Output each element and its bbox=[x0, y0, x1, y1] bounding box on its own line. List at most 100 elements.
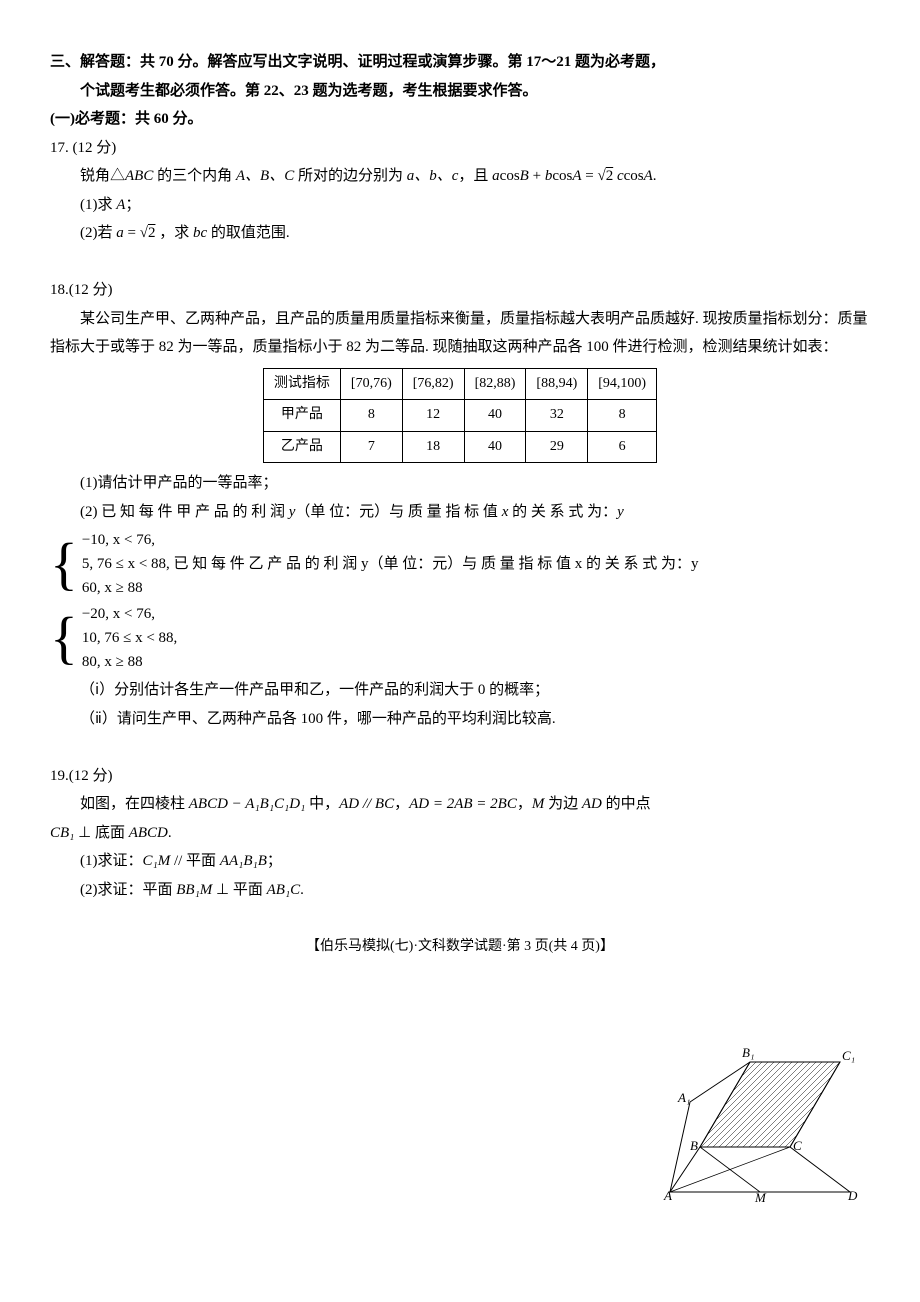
pw-row: 10, 76 ≤ x < 88, bbox=[82, 626, 177, 650]
p18-table: 测试指标 [70,76) [76,82) [82,88) [88,94) [94… bbox=[263, 368, 657, 464]
text: (2)求证：平面 bbox=[80, 882, 176, 898]
label-C: C bbox=[793, 1138, 802, 1153]
table-row: 乙产品 7 18 40 29 6 bbox=[263, 431, 656, 463]
text: // 平面 bbox=[170, 853, 220, 869]
p18-para1: 某公司生产甲、乙两种产品，且产品的质量用质量指标来衡量，质量指标越大表明产品质越… bbox=[50, 305, 870, 362]
text: A bbox=[644, 168, 653, 184]
p19-para: 如图，在四棱柱 ABCD − A₁B₁C₁D₁ 中，AD // BC，AD = … bbox=[50, 790, 870, 819]
table-header: [82,88) bbox=[464, 368, 526, 400]
text: 的中点 bbox=[602, 796, 651, 812]
table-header: [88,94) bbox=[526, 368, 588, 400]
table-row: 甲产品 8 12 40 32 8 bbox=[263, 400, 656, 432]
p18-q1: (1)请估计甲产品的一等品率； bbox=[50, 469, 870, 498]
brace-icon: { bbox=[50, 528, 82, 600]
text: AD // BC bbox=[339, 796, 394, 812]
text: ，求 bbox=[155, 225, 193, 241]
text: C₁M bbox=[143, 853, 171, 869]
p19-q1: (1)求证：C₁M // 平面 AA₁B₁B； bbox=[50, 847, 870, 876]
text: ABCD − A₁B₁C₁D₁ bbox=[189, 796, 306, 812]
text: (2) 已 知 每 件 甲 产 品 的 利 润 bbox=[80, 504, 289, 520]
table-cell: 29 bbox=[526, 431, 588, 463]
text: 的取值范围. bbox=[207, 225, 290, 241]
brace-icon: { bbox=[50, 602, 82, 674]
p18-piecewise-2: { −20, x < 76, 10, 76 ≤ x < 88, 80, x ≥ … bbox=[50, 602, 870, 674]
label-B1: B₁ bbox=[742, 1045, 754, 1060]
text: ， bbox=[394, 796, 409, 812]
text: a、b、c bbox=[407, 168, 459, 184]
text: AB₁C bbox=[267, 882, 301, 898]
table-row: 测试指标 [70,76) [76,82) [82,88) [88,94) [94… bbox=[263, 368, 656, 400]
text: cos bbox=[552, 168, 572, 184]
problem-18: 18.(12 分) 某公司生产甲、乙两种产品，且产品的质量用质量指标来衡量，质量… bbox=[50, 276, 870, 733]
text: ⊥ 平面 bbox=[212, 882, 266, 898]
table-cell: 7 bbox=[340, 431, 402, 463]
p17-number: 17. (12 分) bbox=[50, 134, 870, 163]
text: y bbox=[617, 504, 624, 520]
text: + bbox=[529, 168, 545, 184]
text: 如图，在四棱柱 bbox=[80, 796, 189, 812]
text: √2 bbox=[597, 168, 613, 184]
piecewise-body: −10, x < 76, 5, 76 ≤ x < 88, 已 知 每 件 乙 产… bbox=[82, 528, 699, 600]
text: √2 bbox=[140, 225, 156, 241]
text: ⊥ 底面 bbox=[74, 825, 128, 841]
text: ABC bbox=[125, 168, 153, 184]
section-header-line2: 个试题考生都必须作答。第 22、23 题为选考题，考生根据要求作答。 bbox=[50, 77, 870, 106]
table-cell: 32 bbox=[526, 400, 588, 432]
p18-q2-intro: (2) 已 知 每 件 甲 产 品 的 利 润 y （单 位：元）与 质 量 指 … bbox=[50, 498, 870, 527]
p17-q2: (2)若 a = √2 ，求 bc 的取值范围. bbox=[50, 219, 870, 248]
text: ； bbox=[267, 853, 282, 869]
p17-statement: 锐角△ABC 的三个内角 A、B、C 所对的边分别为 a、b、c，且 acosB… bbox=[50, 162, 870, 191]
p18-piecewise-1: { −10, x < 76, 5, 76 ≤ x < 88, 已 知 每 件 乙… bbox=[50, 528, 870, 600]
pw-row: 60, x ≥ 88 bbox=[82, 576, 699, 600]
text: BB₁M bbox=[176, 882, 212, 898]
table-cell: 40 bbox=[464, 431, 526, 463]
exam-page: 三、解答题：共 70 分。解答应写出文字说明、证明过程或演算步骤。第 17～21… bbox=[0, 0, 920, 1302]
text: a bbox=[492, 168, 500, 184]
text: . bbox=[653, 168, 657, 184]
text: c bbox=[613, 168, 623, 184]
text: AD bbox=[582, 796, 602, 812]
text: （单 位：元）与 质 量 指 标 值 bbox=[295, 504, 501, 520]
p19-q2: (2)求证：平面 BB₁M ⊥ 平面 AB₁C. bbox=[50, 876, 870, 905]
text: AA₁B₁B bbox=[220, 853, 267, 869]
text: bc bbox=[193, 225, 207, 241]
table-cell: 6 bbox=[588, 431, 657, 463]
problem-19: 19.(12 分) 如图，在四棱柱 ABCD − A₁B₁C₁D₁ 中，AD /… bbox=[50, 762, 870, 905]
pw-row: −20, x < 76, bbox=[82, 602, 177, 626]
required-header: (一)必考题：共 60 分。 bbox=[50, 105, 870, 134]
table-cell: 12 bbox=[402, 400, 464, 432]
text: CB₁ bbox=[50, 825, 74, 841]
table-cell: 8 bbox=[340, 400, 402, 432]
text: 所对的边分别为 bbox=[294, 168, 407, 184]
text: B bbox=[520, 168, 529, 184]
text: cos bbox=[624, 168, 644, 184]
text: (1)求证： bbox=[80, 853, 143, 869]
table-header: [70,76) bbox=[340, 368, 402, 400]
label-A: A bbox=[663, 1188, 672, 1202]
pw-row: 5, 76 ≤ x < 88, 已 知 每 件 乙 产 品 的 利 润 y（单 … bbox=[82, 552, 699, 576]
text: 中， bbox=[305, 796, 339, 812]
text: . bbox=[168, 825, 172, 841]
label-M: M bbox=[754, 1190, 767, 1202]
pw-row: −10, x < 76, bbox=[82, 528, 699, 552]
label-D: D bbox=[847, 1188, 858, 1202]
table-header: 测试指标 bbox=[263, 368, 340, 400]
table-cell: 8 bbox=[588, 400, 657, 432]
prism-diagram-icon: A M D B C A₁ B₁ C₁ bbox=[660, 1032, 860, 1202]
text: 为边 bbox=[544, 796, 582, 812]
section-header-line1: 三、解答题：共 70 分。解答应写出文字说明、证明过程或演算步骤。第 17～21… bbox=[50, 48, 870, 77]
text: . bbox=[300, 882, 304, 898]
text: = bbox=[581, 168, 597, 184]
text: 的三个内角 bbox=[153, 168, 236, 184]
p18-sub-i: （ⅰ）分别估计各生产一件产品甲和乙，一件产品的利润大于 0 的概率； bbox=[50, 676, 870, 705]
text: M bbox=[532, 796, 545, 812]
table-cell: 18 bbox=[402, 431, 464, 463]
p17-q1: (1)求 A； bbox=[50, 191, 870, 220]
page-footer: 【伯乐马模拟(七)·文科数学试题·第 3 页(共 4 页)】 bbox=[50, 934, 870, 961]
problem-17: 17. (12 分) 锐角△ABC 的三个内角 A、B、C 所对的边分别为 a、… bbox=[50, 134, 870, 248]
table-cell: 甲产品 bbox=[263, 400, 340, 432]
table-cell: 40 bbox=[464, 400, 526, 432]
pw-row: 80, x ≥ 88 bbox=[82, 650, 177, 674]
text: (1)求 bbox=[80, 197, 116, 213]
text: (2)若 bbox=[80, 225, 116, 241]
